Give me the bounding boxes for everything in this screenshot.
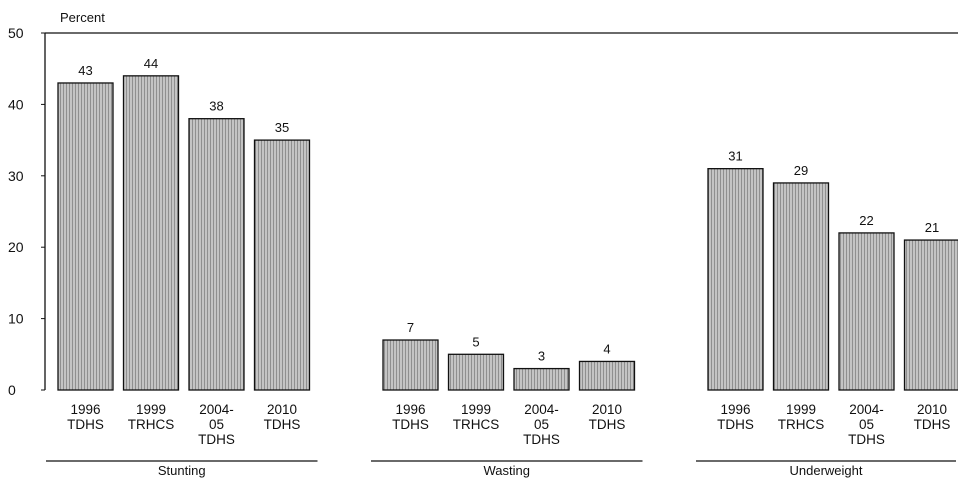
data-label: 44 <box>144 56 158 71</box>
data-label: 31 <box>728 149 742 164</box>
bar <box>772 182 830 391</box>
x-tick-label: 2010 TDHS <box>914 402 951 432</box>
data-label: 4 <box>603 341 610 356</box>
data-labels: 43 44 38 35 7 5 3 4 31 29 22 21 <box>78 56 939 364</box>
x-tick-label: 2004-05 TDHS <box>848 402 885 447</box>
x-tick-label: 2010 TDHS <box>264 402 301 432</box>
data-label: 22 <box>859 213 873 228</box>
y-tick-label: 0 <box>8 382 16 398</box>
bar <box>57 82 114 391</box>
y-tick-label: 30 <box>8 168 24 184</box>
x-tick-label: 2004-05 TDHS <box>198 402 235 447</box>
data-label: 35 <box>275 120 289 135</box>
bars <box>57 75 958 391</box>
data-label: 3 <box>538 349 545 364</box>
x-tick-label: 1996 TDHS <box>717 402 754 432</box>
data-label: 29 <box>794 163 808 178</box>
bar <box>513 367 570 391</box>
bar <box>707 168 764 391</box>
group-label: Stunting <box>158 463 206 478</box>
data-label: 38 <box>209 99 223 114</box>
bar <box>838 232 895 391</box>
y-tick-label: 10 <box>8 311 24 327</box>
bar <box>188 118 245 391</box>
y-tick-label: 20 <box>8 239 24 255</box>
bar <box>447 353 505 391</box>
bar <box>122 75 180 391</box>
group-labels: Stunting Wasting Underweight <box>46 460 956 478</box>
x-tick-label: 2010 TDHS <box>589 402 626 432</box>
x-tick-labels: 1996 TDHS 1999 TRHCS 2004-05 TDHS 2010 TDHS 1996… <box>67 402 950 447</box>
y-axis: 0 10 20 30 40 50 <box>8 25 958 398</box>
group-label: Wasting <box>484 463 530 478</box>
y-tick-label: 50 <box>8 25 24 41</box>
bar <box>253 139 311 391</box>
bar <box>903 239 958 391</box>
x-tick-label: 2004-05 TDHS <box>523 402 560 447</box>
x-tick-label: 1996 TDHS <box>392 402 429 432</box>
bar <box>382 339 439 391</box>
y-tick-label: 40 <box>8 96 24 112</box>
x-tick-label: 1999 TRHCS <box>778 402 825 432</box>
group-label: Underweight <box>790 463 863 478</box>
x-tick-label: 1996 TDHS <box>67 402 104 432</box>
data-label: 5 <box>472 334 479 349</box>
data-label: 21 <box>925 220 939 235</box>
x-tick-label: 1999 TRHCS <box>128 402 175 432</box>
x-tick-label: 1999 TRHCS <box>453 402 500 432</box>
data-label: 7 <box>407 320 414 335</box>
data-label: 43 <box>78 63 92 78</box>
y-axis-label: Percent <box>60 10 105 25</box>
bar <box>578 360 636 391</box>
